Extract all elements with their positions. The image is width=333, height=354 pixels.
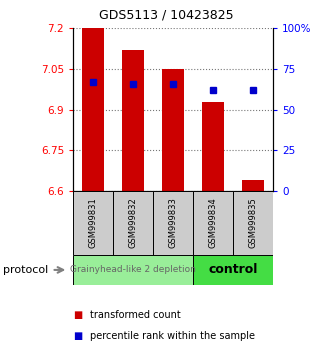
Bar: [162, 69, 184, 191]
Text: control: control: [208, 263, 258, 276]
Text: ■: ■: [73, 310, 83, 320]
Text: GSM999834: GSM999834: [208, 198, 218, 249]
Bar: [73, 191, 113, 255]
Bar: [242, 180, 264, 191]
Text: transformed count: transformed count: [90, 310, 181, 320]
Bar: [193, 191, 233, 255]
Text: percentile rank within the sample: percentile rank within the sample: [90, 331, 255, 341]
Bar: [153, 191, 193, 255]
Bar: [202, 102, 224, 191]
Text: protocol: protocol: [3, 265, 49, 275]
Text: GSM999835: GSM999835: [248, 198, 258, 249]
Bar: [122, 50, 144, 191]
Bar: [82, 28, 104, 191]
Bar: [233, 191, 273, 255]
Bar: [193, 255, 273, 285]
Bar: [73, 255, 193, 285]
Text: GSM999832: GSM999832: [129, 198, 138, 249]
Text: GSM999833: GSM999833: [168, 198, 178, 249]
Text: ■: ■: [73, 331, 83, 341]
Text: GDS5113 / 10423825: GDS5113 / 10423825: [99, 9, 234, 22]
Text: Grainyhead-like 2 depletion: Grainyhead-like 2 depletion: [70, 266, 196, 274]
Bar: [113, 191, 153, 255]
Text: GSM999831: GSM999831: [89, 198, 98, 249]
